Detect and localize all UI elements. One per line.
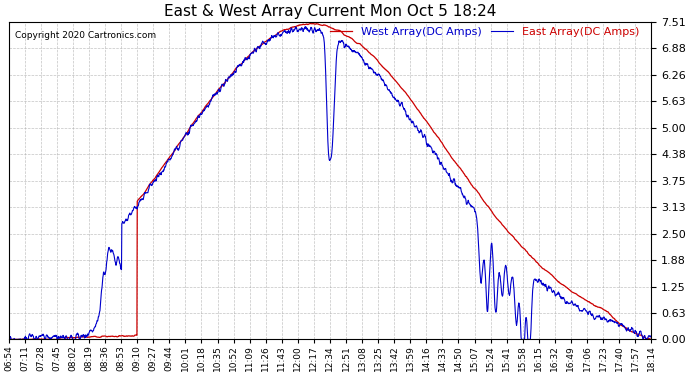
West Array(DC Amps) xyxy=(629,330,637,334)
West Array(DC Amps) xyxy=(511,237,519,242)
East Array(DC Amps) xyxy=(511,303,519,308)
West Array(DC Amps) xyxy=(647,337,655,341)
West Array(DC Amps) xyxy=(37,337,46,341)
Legend: West Array(DC Amps), East Array(DC Amps): West Array(DC Amps), East Array(DC Amps) xyxy=(330,27,639,37)
Title: East & West Array Current Mon Oct 5 18:24: East & West Array Current Mon Oct 5 18:2… xyxy=(164,4,496,19)
West Array(DC Amps) xyxy=(5,337,13,342)
East Array(DC Amps) xyxy=(629,326,637,330)
East Array(DC Amps) xyxy=(5,337,13,342)
Line: East Array(DC Amps): East Array(DC Amps) xyxy=(9,27,651,339)
Text: Copyright 2020 Cartronics.com: Copyright 2020 Cartronics.com xyxy=(15,31,156,40)
Line: West Array(DC Amps): West Array(DC Amps) xyxy=(9,24,651,339)
East Array(DC Amps) xyxy=(37,333,46,338)
West Array(DC Amps) xyxy=(317,23,326,27)
West Array(DC Amps) xyxy=(629,330,637,334)
West Array(DC Amps) xyxy=(300,22,308,27)
East Array(DC Amps) xyxy=(300,27,308,31)
East Array(DC Amps) xyxy=(302,24,310,29)
East Array(DC Amps) xyxy=(629,327,637,331)
East Array(DC Amps) xyxy=(647,335,655,339)
East Array(DC Amps) xyxy=(317,31,326,35)
West Array(DC Amps) xyxy=(306,21,315,26)
